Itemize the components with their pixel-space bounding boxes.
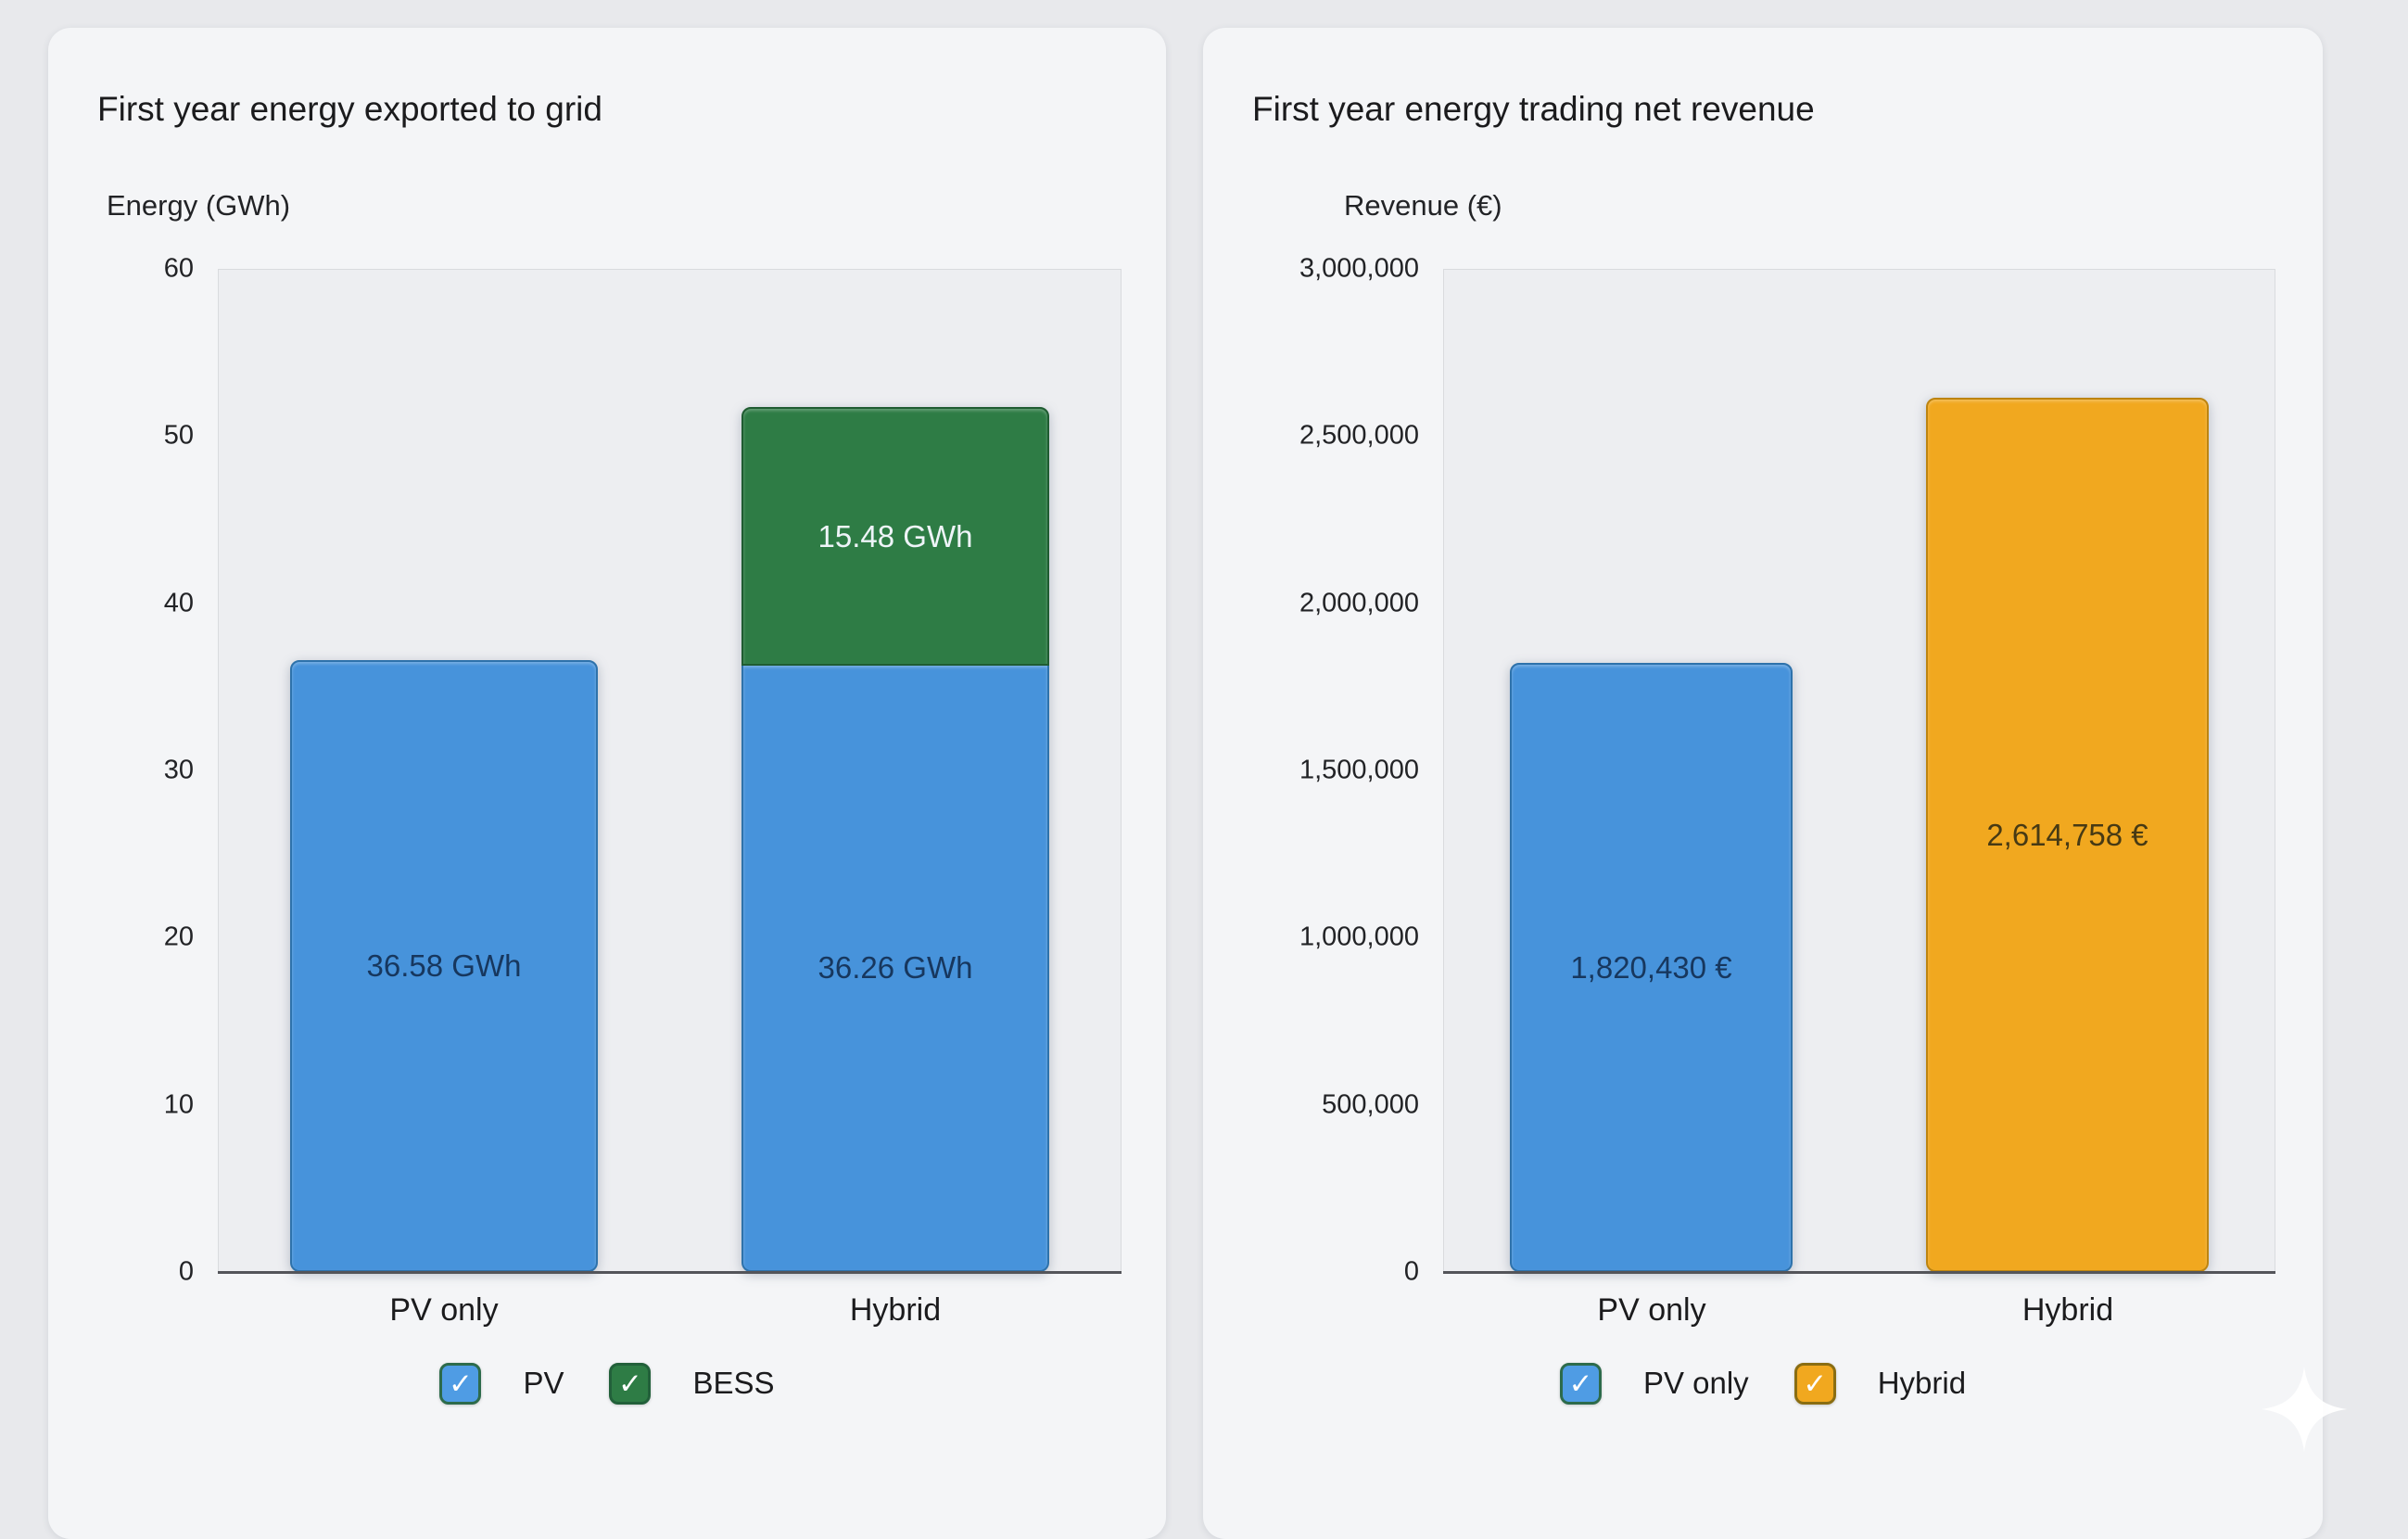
y-tick-label: 20 [163,922,194,952]
chart-legend: ✓ PV only ✓ Hybrid [1203,1361,2323,1405]
legend-item-hybrid: ✓ Hybrid [1793,1362,1967,1405]
legend-item-pv: ✓ PV [439,1362,564,1405]
legend-item-bess: ✓ BESS [609,1362,775,1405]
y-tick-label: 10 [163,1089,194,1120]
y-tick-label: 500,000 [1322,1089,1419,1120]
y-tick-label: 30 [163,755,194,785]
check-icon: ✓ [1568,1367,1593,1400]
legend-checkbox-bess[interactable]: ✓ [609,1362,652,1405]
chart-title: First year energy exported to grid [97,90,602,128]
x-axis-line [1443,1271,2275,1274]
bar-hybrid: 36.26 GWh 15.48 GWh [741,269,1049,1272]
y-tick-label: 0 [1403,1256,1419,1287]
legend-checkbox-hybrid[interactable]: ✓ [1793,1362,1836,1405]
chart-title: First year energy trading net revenue [1252,90,1815,128]
x-axis-label: Hybrid [2021,1292,2114,1328]
legend-label: Hybrid [1877,1366,1967,1400]
y-tick-label: 2,500,000 [1299,420,1419,451]
bar-value-label: 2,614,758 € [1986,817,2148,852]
bar-segment-bess: 15.48 GWh [741,407,1049,666]
bar-segment-pv-only: 1,820,430 € [1510,663,1793,1272]
legend-label: PV only [1642,1366,1749,1400]
chart-legend: ✓ PV ✓ BESS [48,1361,1166,1405]
bar-value-label: 36.26 GWh [817,950,973,985]
bar-segment-pv: 36.26 GWh [741,666,1049,1272]
legend-item-pv-only: ✓ PV only [1559,1362,1749,1405]
legend-checkbox-pv-only[interactable]: ✓ [1559,1362,1602,1405]
y-tick-label: 0 [178,1256,194,1287]
check-icon: ✓ [617,1367,642,1400]
chart-card-trading-revenue: First year energy trading net revenue Re… [1203,28,2323,1539]
bar-segment-pv: 36.58 GWh [290,660,598,1272]
bar-pv-only: 1,820,430 € [1510,269,1793,1272]
y-tick-label: 60 [163,253,194,284]
y-axis-title: Revenue (€) [1344,189,1502,222]
y-tick-label: 50 [163,420,194,451]
legend-label: BESS [692,1366,775,1400]
sparkle-icon [2261,1366,2348,1453]
y-tick-label: 1,500,000 [1299,755,1419,785]
bar-pv-only: 36.58 GWh [290,269,598,1272]
chart-card-energy-exported: First year energy exported to grid Energ… [48,28,1166,1539]
bar-hybrid: 2,614,758 € [1926,269,2209,1272]
check-icon: ✓ [1803,1367,1828,1400]
y-tick-label: 1,000,000 [1299,922,1419,952]
bar-value-label: 36.58 GWh [366,948,522,983]
y-tick-label: 3,000,000 [1299,253,1419,284]
legend-checkbox-pv[interactable]: ✓ [439,1362,482,1405]
check-icon: ✓ [448,1367,473,1400]
x-axis-label: PV only [389,1292,499,1328]
x-axis-line [218,1271,1122,1274]
y-tick-label: 2,000,000 [1299,588,1419,618]
y-tick-label: 40 [163,588,194,618]
legend-label: PV [523,1366,564,1400]
bar-value-label: 15.48 GWh [817,518,973,553]
bar-segment-hybrid: 2,614,758 € [1926,398,2209,1272]
bar-value-label: 1,820,430 € [1570,949,1732,985]
x-axis-label: PV only [1597,1292,1706,1328]
x-axis-label: Hybrid [849,1292,942,1328]
y-axis-title: Energy (GWh) [107,189,291,222]
